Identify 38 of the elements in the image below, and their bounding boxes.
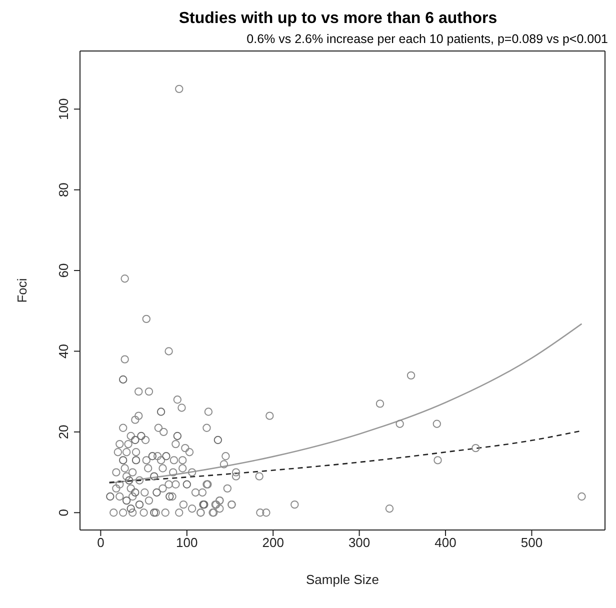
point bbox=[214, 436, 222, 444]
x-tick-label: 0 bbox=[97, 535, 104, 550]
point bbox=[132, 456, 140, 464]
line-series bbox=[108, 430, 582, 484]
point bbox=[135, 500, 144, 509]
point bbox=[150, 472, 158, 480]
point bbox=[131, 436, 140, 444]
x-tick-label: 100 bbox=[176, 535, 198, 550]
x-tick-label: 200 bbox=[262, 535, 284, 550]
point bbox=[156, 408, 166, 416]
point bbox=[131, 488, 140, 497]
point bbox=[137, 432, 146, 440]
y-tick-label: 0 bbox=[56, 509, 71, 516]
y-tick-label: 100 bbox=[56, 98, 71, 120]
point bbox=[125, 476, 134, 484]
y-axis-title: Foci bbox=[14, 278, 30, 303]
y-tick-label: 60 bbox=[56, 263, 71, 278]
x-tick-label: 300 bbox=[348, 535, 370, 550]
y-tick-label: 20 bbox=[56, 424, 71, 440]
x-tick-label: 500 bbox=[520, 535, 543, 550]
point bbox=[166, 492, 174, 501]
point bbox=[126, 504, 135, 513]
point bbox=[119, 375, 128, 384]
point bbox=[162, 452, 170, 460]
chart-title: Studies with up to vs more than 6 authors bbox=[178, 9, 498, 29]
y-tick-label: 80 bbox=[56, 182, 71, 198]
point bbox=[173, 432, 182, 440]
point bbox=[119, 456, 128, 464]
point bbox=[182, 480, 191, 488]
x-axis-title: Sample Size bbox=[306, 572, 379, 587]
x-tick-label: 400 bbox=[434, 535, 456, 550]
point bbox=[148, 452, 157, 460]
chart-subtitle: 0.6% vs 2.6% increase per each 10 patients, p=0.089 vs p<0.001 bbox=[246, 31, 608, 48]
point bbox=[106, 492, 114, 501]
point bbox=[152, 488, 161, 497]
line-series bbox=[108, 323, 582, 484]
point bbox=[122, 496, 131, 505]
y-tick-label: 40 bbox=[56, 344, 71, 358]
